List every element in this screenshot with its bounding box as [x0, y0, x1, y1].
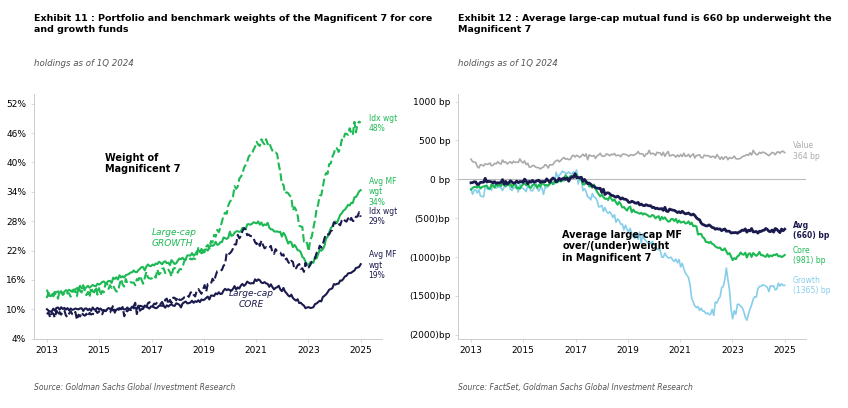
Text: Growth
(1365) bp: Growth (1365) bp — [793, 276, 830, 295]
Text: Large-cap
GROWTH: Large-cap GROWTH — [152, 228, 197, 248]
Text: Core
(981) bp: Core (981) bp — [793, 246, 825, 265]
Text: Avg MF
wgt
34%: Avg MF wgt 34% — [369, 177, 396, 207]
Text: holdings as of 1Q 2024: holdings as of 1Q 2024 — [458, 59, 558, 68]
Text: Value
364 bp: Value 364 bp — [793, 141, 819, 161]
Text: Exhibit 12 : Average large-cap mutual fund is 660 bp underweight the
Magnificent: Exhibit 12 : Average large-cap mutual fu… — [458, 14, 832, 34]
Text: Idx wgt
29%: Idx wgt 29% — [369, 206, 397, 226]
Text: Source: FactSet, Goldman Sachs Global Investment Research: Source: FactSet, Goldman Sachs Global In… — [458, 383, 693, 392]
Text: Avg
(660) bp: Avg (660) bp — [793, 221, 828, 240]
Text: Exhibit 11 : Portfolio and benchmark weights of the Magnificent 7 for core
and g: Exhibit 11 : Portfolio and benchmark wei… — [34, 14, 432, 34]
Text: Avg MF
wgt
19%: Avg MF wgt 19% — [369, 250, 396, 280]
Text: Source: Goldman Sachs Global Investment Research: Source: Goldman Sachs Global Investment … — [34, 383, 235, 392]
Text: Idx wgt
48%: Idx wgt 48% — [369, 113, 397, 133]
Text: holdings as of 1Q 2024: holdings as of 1Q 2024 — [34, 59, 134, 68]
Text: Large-cap
CORE: Large-cap CORE — [228, 289, 273, 309]
Text: Weight of
Magnificent 7: Weight of Magnificent 7 — [104, 153, 180, 174]
Text: Average large-cap MF
over/(under)weight
in Magnificent 7: Average large-cap MF over/(under)weight … — [562, 230, 683, 263]
